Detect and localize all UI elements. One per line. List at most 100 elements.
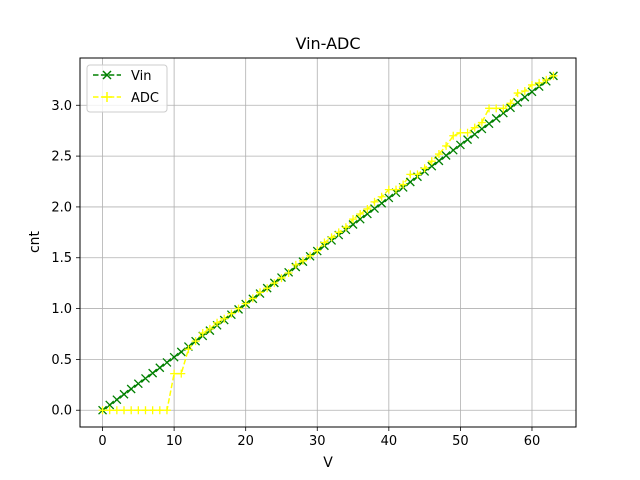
adc-point [234, 304, 243, 313]
adc-point [427, 157, 436, 166]
plot-frame [79, 57, 577, 428]
adc-point [112, 406, 121, 415]
adc-point [263, 284, 272, 293]
adc-point [399, 180, 408, 189]
x-tick-label: 40 [381, 434, 398, 449]
y-axis-label: cnt [27, 230, 43, 253]
adc-point [527, 80, 536, 89]
x-tick-label: 10 [166, 434, 183, 449]
adc-point [449, 131, 458, 140]
x-tick-label: 0 [98, 434, 106, 449]
adc-point [549, 71, 558, 80]
y-tick-label: 1.5 [51, 251, 72, 266]
vin-point [470, 129, 480, 139]
vin-point [513, 97, 523, 107]
vin-point [377, 198, 387, 208]
vin-point [434, 156, 444, 166]
adc-point [413, 170, 422, 179]
adc-point [184, 345, 193, 354]
x-tick-label: 60 [524, 434, 541, 449]
vin-point [126, 384, 136, 394]
adc-point [456, 128, 465, 137]
adc-point [134, 406, 143, 415]
y-tick-label: 1.0 [51, 302, 72, 317]
vin-point [463, 135, 473, 145]
vin-point [141, 373, 150, 383]
adc-point [492, 104, 501, 113]
vin-point [169, 352, 179, 362]
vin-point [119, 389, 129, 399]
adc-point [470, 123, 479, 132]
adc-point [499, 104, 508, 113]
adc-point [420, 164, 429, 173]
vin-point [348, 220, 358, 229]
y-tick-label: 2.0 [51, 200, 72, 215]
legend-adc-marker [102, 92, 112, 102]
adc-point [227, 309, 236, 318]
adc-point [198, 328, 207, 337]
vin-point [362, 209, 372, 219]
adc-point [141, 406, 150, 415]
adc-point [542, 75, 551, 84]
vin-point [162, 357, 172, 367]
y-tick-label: 0.0 [51, 404, 72, 419]
vin-point [148, 368, 158, 378]
vin-point [520, 92, 530, 102]
vin-point [477, 124, 487, 134]
adc-point [277, 274, 286, 283]
adc-point [127, 406, 136, 415]
vin-point [527, 87, 537, 97]
adc-point [477, 118, 486, 127]
adc-point [298, 256, 307, 265]
adc-point [506, 99, 515, 108]
x-tick-label: 30 [309, 434, 326, 449]
vin-point [384, 193, 394, 203]
series-markers [98, 71, 558, 415]
adc-point [377, 192, 386, 201]
legend-vin-label: Vin [131, 69, 151, 84]
vin-point [427, 161, 437, 171]
vin-point [441, 151, 451, 160]
adc-point [306, 251, 315, 260]
adc-point [256, 288, 265, 297]
adc-point [155, 406, 164, 415]
vin-point [448, 145, 458, 155]
adc-point [356, 210, 365, 219]
adc-point [370, 197, 379, 206]
adc-point [98, 406, 107, 415]
adc-point [463, 128, 472, 137]
adc-point [291, 260, 300, 269]
adc-point [148, 406, 157, 415]
adc-point [442, 141, 451, 150]
legend-vin-marker [102, 70, 112, 80]
vin-point [484, 119, 494, 129]
vin-point [155, 363, 165, 373]
adc-point [327, 233, 336, 242]
adc-point [406, 170, 415, 179]
x-tick-label: 50 [452, 434, 469, 449]
y-tick-label: 3.0 [51, 99, 72, 114]
adc-point [170, 369, 179, 378]
x-axis-label: V [323, 455, 333, 471]
adc-point [384, 185, 393, 194]
vin-point [405, 177, 415, 187]
adc-point [520, 87, 529, 96]
adc-point [434, 150, 443, 159]
adc-point [341, 223, 350, 232]
y-axis: 0.0 0.5 1.0 1.5 2.0 2.5 3.0 [51, 99, 80, 419]
adc-point [363, 204, 372, 213]
adc-point [205, 324, 214, 333]
adc-point [220, 314, 229, 323]
adc-point [162, 406, 171, 415]
adc-point [120, 406, 129, 415]
vin-point [455, 140, 465, 150]
adc-point [284, 268, 293, 277]
vin-point [105, 400, 115, 410]
adc-point [105, 406, 114, 415]
adc-point [391, 185, 400, 194]
adc-point [177, 369, 186, 378]
adc-point [334, 228, 343, 237]
y-tick-label: 0.5 [51, 353, 72, 368]
adc-point [513, 89, 522, 98]
